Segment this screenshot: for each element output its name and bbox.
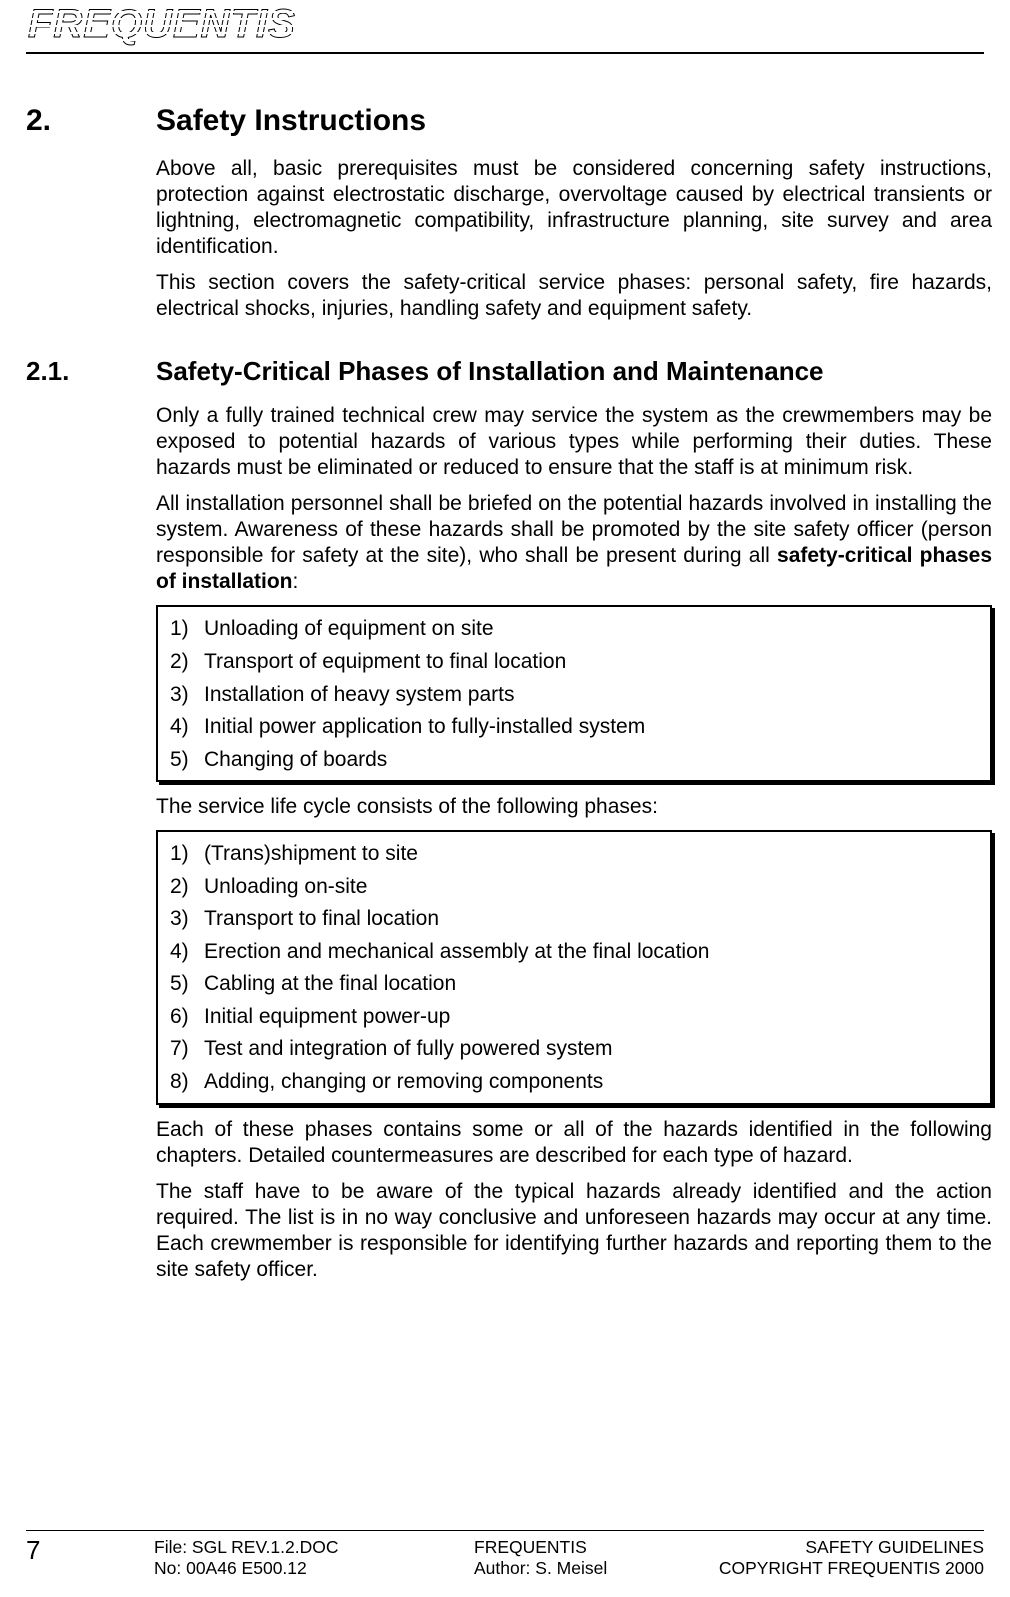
footer-doc-title: SAFETY GUIDELINES	[714, 1537, 984, 1558]
subsection-paragraph: All installation personnel shall be brie…	[156, 491, 992, 595]
section-title: Safety Instructions	[156, 104, 426, 138]
list-item-text: Changing of boards	[204, 744, 387, 777]
list-item: 5)Cabling at the final location	[158, 968, 990, 1001]
section-paragraph: Above all, basic prerequisites must be c…	[156, 156, 992, 260]
section-paragraph: This section covers the safety-critical …	[156, 270, 992, 322]
list-item-text: Initial power application to fully-insta…	[204, 711, 645, 744]
list-item-number: 5)	[170, 968, 204, 1001]
list-item-text: Erection and mechanical assembly at the …	[204, 936, 709, 969]
list-item-text: Installation of heavy system parts	[204, 679, 514, 712]
phases-box-1: 1)Unloading of equipment on site2)Transp…	[156, 605, 992, 782]
footer-row: 7 File: SGL REV.1.2.DOC No: 00A46 E500.1…	[26, 1537, 984, 1579]
list-item-text: (Trans)shipment to site	[204, 838, 418, 871]
text-run: :	[293, 570, 299, 593]
list-item-text: Initial equipment power-up	[204, 1001, 450, 1034]
footer-author: Author: S. Meisel	[474, 1558, 714, 1579]
list-item-text: Transport to final location	[204, 903, 439, 936]
footer-company: FREQUENTIS	[474, 1537, 714, 1558]
list-item-number: 2)	[170, 646, 204, 679]
footer-rule	[26, 1530, 984, 1531]
subsection-heading: 2.1. Safety-Critical Phases of Installat…	[26, 356, 984, 387]
content-area: 2. Safety Instructions Above all, basic …	[26, 54, 984, 1283]
list-item-text: Cabling at the final location	[204, 968, 456, 1001]
list-item-text: Unloading of equipment on site	[204, 613, 494, 646]
list-item-number: 4)	[170, 936, 204, 969]
list-item: 4)Erection and mechanical assembly at th…	[158, 936, 990, 969]
list-item-text: Unloading on-site	[204, 871, 367, 904]
logo-text: FREQUENTIS	[26, 4, 298, 44]
subsection-number: 2.1.	[26, 356, 156, 387]
list-item-number: 7)	[170, 1033, 204, 1066]
subsection-paragraph: Only a fully trained technical crew may …	[156, 403, 992, 481]
list-item-number: 4)	[170, 711, 204, 744]
list-item: 6)Initial equipment power-up	[158, 1001, 990, 1034]
logo-label: FREQUENTIS	[28, 2, 296, 46]
list-item: 3)Transport to final location	[158, 903, 990, 936]
page-footer: 7 File: SGL REV.1.2.DOC No: 00A46 E500.1…	[26, 1530, 984, 1579]
footer-copyright: COPYRIGHT FREQUENTIS 2000	[714, 1558, 984, 1579]
footer-file: File: SGL REV.1.2.DOC	[154, 1537, 474, 1558]
list-item: 4)Initial power application to fully-ins…	[158, 711, 990, 744]
list-item-text: Transport of equipment to final location	[204, 646, 566, 679]
subsection-paragraph: The service life cycle consists of the f…	[156, 794, 992, 820]
list-item: 2)Transport of equipment to final locati…	[158, 646, 990, 679]
subsection-title: Safety-Critical Phases of Installation a…	[156, 356, 824, 387]
list-item: 1)Unloading of equipment on site	[158, 613, 990, 646]
list-item: 5)Changing of boards	[158, 744, 990, 777]
list-item: 1)(Trans)shipment to site	[158, 838, 990, 871]
subsection-paragraph: Each of these phases contains some or al…	[156, 1117, 992, 1169]
footer-right: SAFETY GUIDELINES COPYRIGHT FREQUENTIS 2…	[714, 1537, 984, 1579]
list-item-number: 5)	[170, 744, 204, 777]
section-number: 2.	[26, 104, 156, 138]
list-item: 7)Test and integration of fully powered …	[158, 1033, 990, 1066]
phases-box-2: 1)(Trans)shipment to site2)Unloading on-…	[156, 830, 992, 1104]
subsection-paragraph: The staff have to be aware of the typica…	[156, 1179, 992, 1283]
list-item: 3)Installation of heavy system parts	[158, 679, 990, 712]
list-item-number: 3)	[170, 679, 204, 712]
list-item: 8)Adding, changing or removing component…	[158, 1066, 990, 1099]
header-logo: FREQUENTIS	[26, 0, 984, 46]
list-item-text: Adding, changing or removing components	[204, 1066, 603, 1099]
footer-docno: No: 00A46 E500.12	[154, 1558, 474, 1579]
list-item-number: 1)	[170, 613, 204, 646]
page-number: 7	[26, 1537, 154, 1579]
list-item-text: Test and integration of fully powered sy…	[204, 1033, 613, 1066]
list-item-number: 8)	[170, 1066, 204, 1099]
list-item-number: 2)	[170, 871, 204, 904]
list-item-number: 3)	[170, 903, 204, 936]
section-heading: 2. Safety Instructions	[26, 104, 984, 138]
list-item: 2)Unloading on-site	[158, 871, 990, 904]
list-item-number: 6)	[170, 1001, 204, 1034]
document-page: FREQUENTIS 2. Safety Instructions Above …	[0, 0, 1010, 1597]
footer-left: File: SGL REV.1.2.DOC No: 00A46 E500.12	[154, 1537, 474, 1579]
footer-center: FREQUENTIS Author: S. Meisel	[474, 1537, 714, 1579]
list-item-number: 1)	[170, 838, 204, 871]
